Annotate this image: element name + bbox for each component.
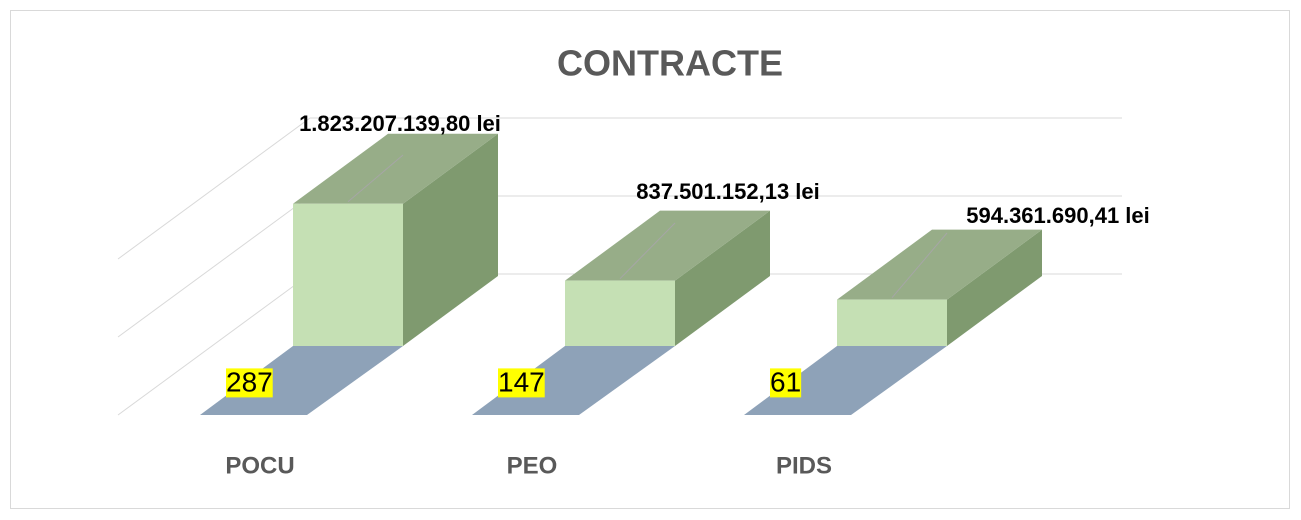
count-label: 61 — [770, 366, 801, 397]
floor — [200, 346, 403, 415]
count-highlight — [770, 368, 802, 398]
grid-line-side — [117, 273, 311, 416]
bar-front — [293, 203, 403, 346]
x-tick-label: POCU — [225, 452, 294, 479]
x-tick-label: PEO — [507, 452, 558, 479]
grid-line-side — [117, 117, 311, 260]
value-label: 1.823.207.139,80 lei — [299, 111, 501, 136]
bar-front — [837, 299, 947, 346]
bar-side — [675, 210, 770, 346]
leader-line — [619, 222, 676, 280]
bar-top — [837, 229, 1042, 300]
value-label: 837.501.152,13 lei — [636, 179, 820, 204]
bar-side — [403, 133, 498, 346]
bar — [837, 229, 1042, 346]
bar-front — [565, 280, 675, 346]
leader-line — [891, 232, 948, 298]
count-highlight — [498, 368, 545, 398]
count-label: 287 — [226, 366, 273, 397]
chart-title: CONTRACTE — [557, 43, 783, 84]
floor — [744, 346, 947, 415]
value-label: 594.361.690,41 lei — [966, 203, 1150, 228]
bar-top — [565, 210, 770, 281]
grid-line-side — [117, 195, 311, 338]
floor — [472, 346, 675, 415]
bar-side — [947, 229, 1042, 346]
count-highlight — [226, 368, 273, 398]
bar-top — [293, 133, 498, 204]
bar — [293, 133, 498, 346]
x-tick-label: PIDS — [776, 452, 832, 479]
leader-line — [347, 154, 404, 203]
bar — [565, 210, 770, 346]
count-label: 147 — [498, 366, 545, 397]
